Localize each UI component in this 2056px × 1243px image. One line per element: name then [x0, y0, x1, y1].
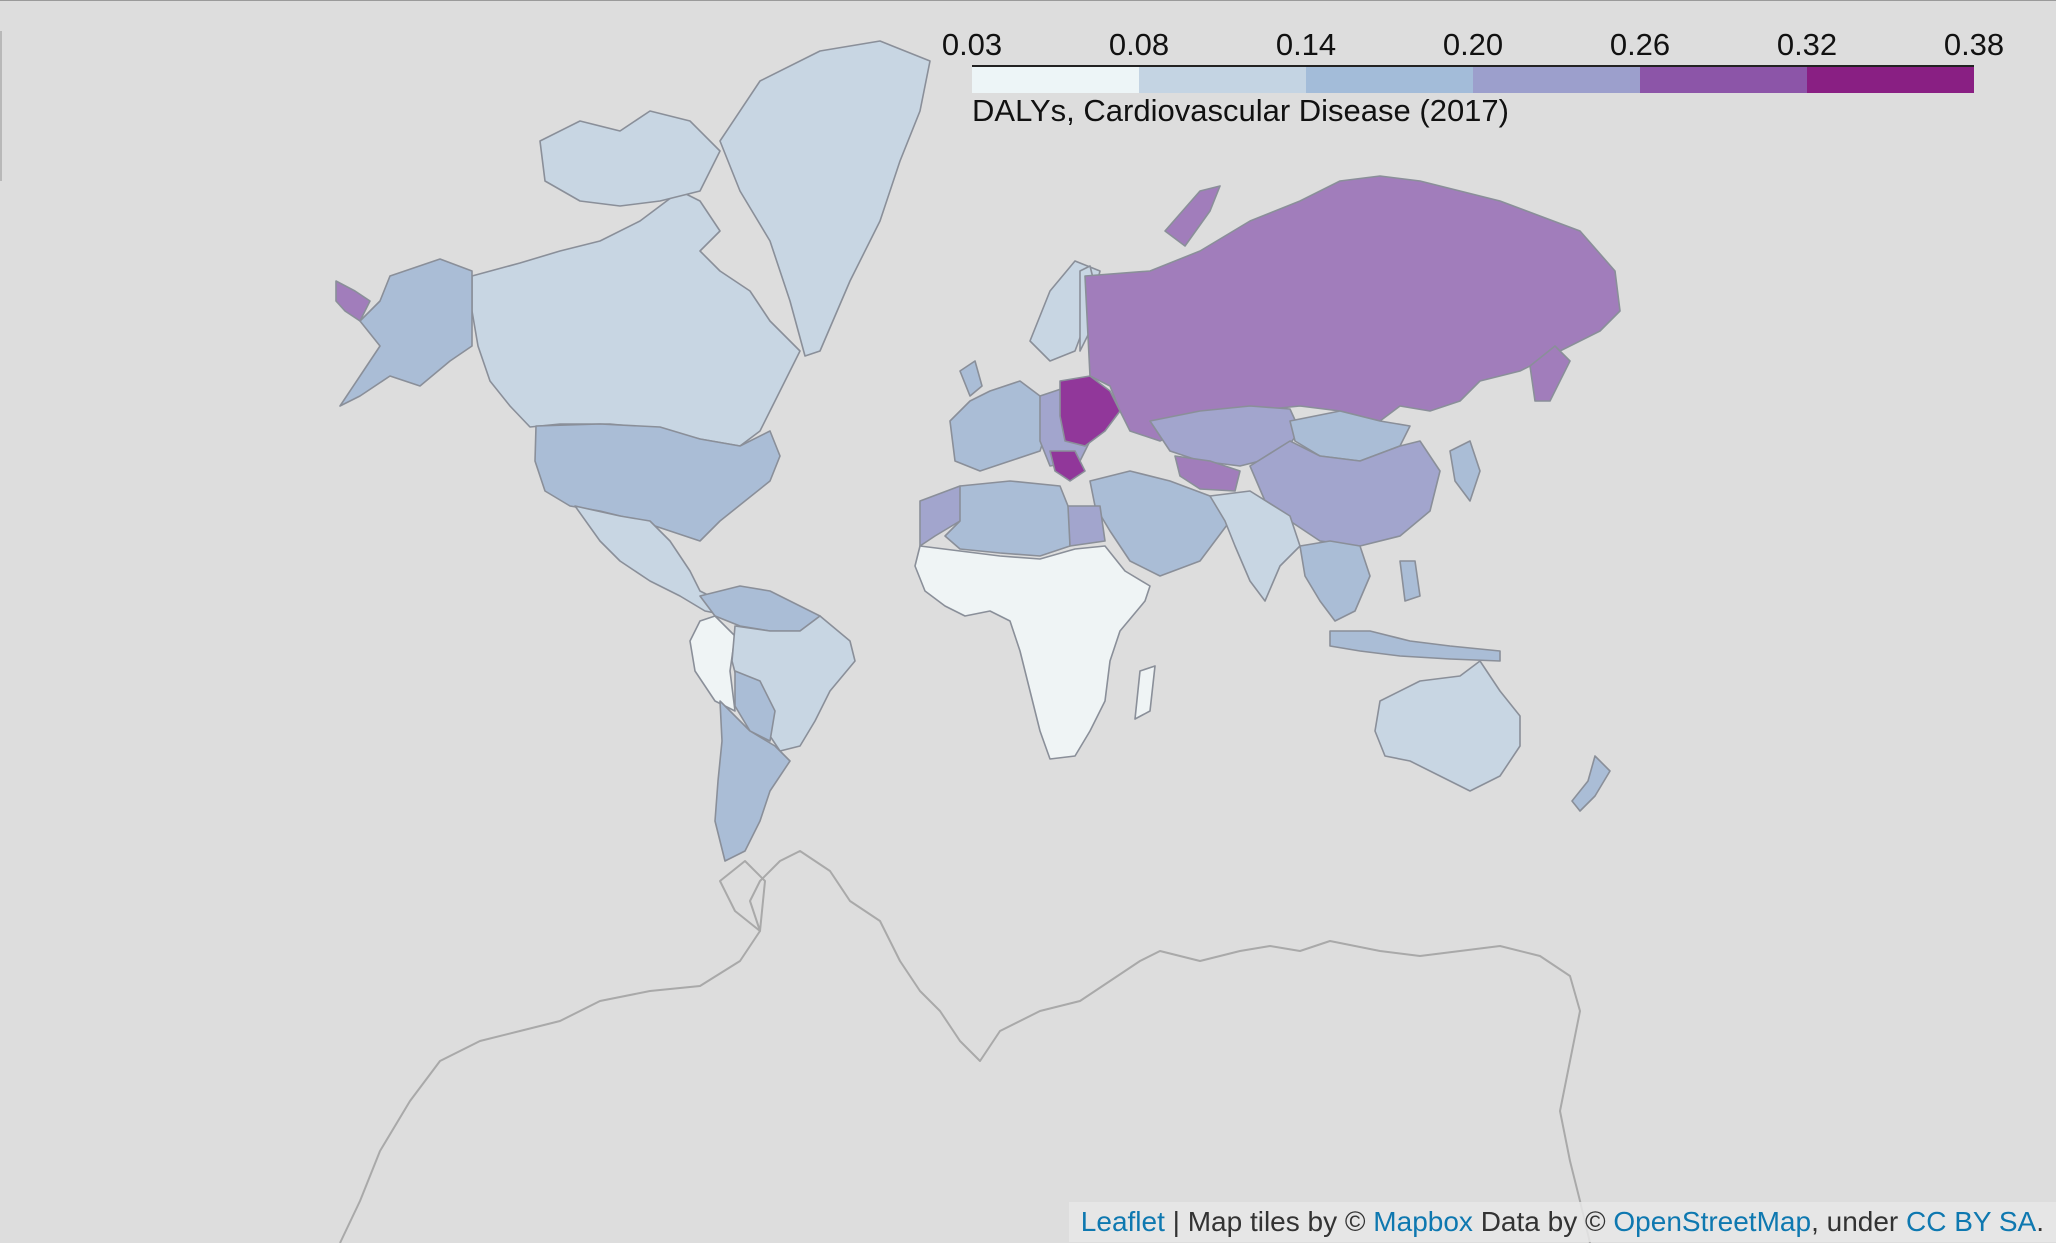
legend-swatch-6: [1807, 67, 1974, 93]
country-madagascar[interactable]: [1134, 665, 1156, 720]
legend-title: DALYs, Cardiovascular Disease (2017): [972, 93, 1509, 128]
antarctica-peninsula-outline: [719, 860, 766, 932]
mapbox-link[interactable]: Mapbox: [1373, 1206, 1473, 1237]
country-indonesia[interactable]: [1329, 630, 1501, 662]
country-ukraine-belarus[interactable]: [1059, 375, 1121, 447]
country-western-europe[interactable]: [949, 380, 1051, 472]
country-balkans[interactable]: [1049, 450, 1086, 482]
country-south-asia[interactable]: [1209, 490, 1301, 602]
country-china[interactable]: [1249, 440, 1441, 547]
country-alaska-west[interactable]: [335, 280, 371, 322]
attribution-text-data: Data by ©: [1472, 1206, 1614, 1237]
country-canada-arctic[interactable]: [539, 110, 721, 207]
country-bolivia-paraguay[interactable]: [734, 670, 776, 742]
country-peru-ecuador[interactable]: [689, 615, 736, 712]
legend-swatch-1: [972, 67, 1139, 93]
country-sub-saharan-africa[interactable]: [914, 545, 1151, 760]
country-russia-north-island[interactable]: [1164, 185, 1221, 247]
legend-tick-0: 0.03: [941, 27, 1003, 62]
legend-tick-4: 0.26: [1609, 27, 1671, 62]
legend-swatch-5: [1640, 67, 1807, 93]
license-link[interactable]: CC BY SA: [1906, 1206, 2037, 1237]
legend-tick-3: 0.20: [1442, 27, 1504, 62]
attribution-text-end: .: [2036, 1206, 2044, 1237]
map-legend: 0.03 0.08 0.14 0.20 0.26 0.32 0.38 DALYs…: [940, 27, 2004, 137]
country-united-states[interactable]: [534, 423, 781, 542]
openstreetmap-link[interactable]: OpenStreetMap: [1613, 1206, 1812, 1237]
legend-tick-5: 0.32: [1776, 27, 1838, 62]
legend-swatch-2: [1139, 67, 1306, 93]
country-philippines[interactable]: [1399, 560, 1421, 602]
country-new-zealand[interactable]: [1571, 755, 1611, 812]
country-canada[interactable]: [471, 190, 801, 447]
legend-tick-2: 0.14: [1275, 27, 1337, 62]
legend-swatch-3: [1306, 67, 1473, 93]
country-uk[interactable]: [959, 360, 983, 397]
country-alaska[interactable]: [339, 258, 473, 407]
country-north-africa[interactable]: [944, 480, 1071, 557]
country-argentina-chile[interactable]: [714, 700, 791, 862]
attribution-text-tiles: | Map tiles by ©: [1164, 1206, 1374, 1237]
map-attribution: Leaflet | Map tiles by © Mapbox Data by …: [1068, 1202, 2056, 1242]
antarctica-outline: [339, 850, 1591, 1243]
legend-tick-6: 0.38: [1943, 27, 2005, 62]
attribution-text-under: , under: [1811, 1206, 1907, 1237]
country-australia[interactable]: [1374, 660, 1521, 792]
leaflet-link[interactable]: Leaflet: [1080, 1206, 1165, 1237]
country-japan-korea[interactable]: [1449, 440, 1481, 502]
country-russia-kamchatka[interactable]: [1529, 345, 1571, 402]
legend-tick-1: 0.08: [1108, 27, 1170, 62]
country-greenland[interactable]: [719, 40, 931, 357]
legend-swatch-4: [1473, 67, 1640, 93]
scroll-handle[interactable]: [0, 31, 2, 181]
legend-color-bar: [972, 65, 1974, 93]
country-caucasus-turkmenistan[interactable]: [1174, 455, 1241, 492]
country-middle-east[interactable]: [1089, 470, 1231, 577]
country-southeast-asia[interactable]: [1299, 540, 1371, 622]
country-egypt[interactable]: [1067, 505, 1106, 547]
